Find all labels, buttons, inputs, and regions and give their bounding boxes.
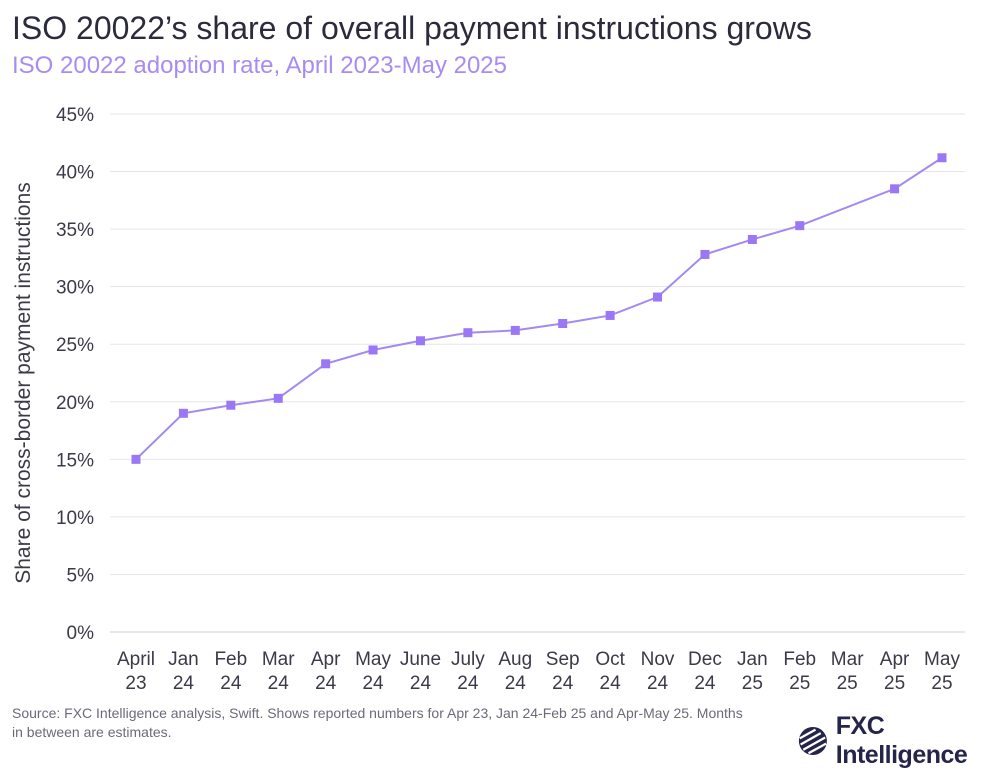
y-tick-label: 35% [56,220,94,241]
x-tick-label: Feb [783,649,816,670]
x-tick-label: Apr [880,649,910,670]
data-point [463,328,473,338]
x-tick-label: Dec [688,649,722,670]
y-tick-label: 25% [56,335,94,356]
x-tick-label: May [924,649,960,670]
data-point [510,325,520,335]
fxc-logo: FXC Intelligence [798,712,999,770]
y-tick-label: 0% [67,623,95,644]
x-tick-label: 25 [884,673,905,694]
data-point [368,345,378,355]
y-tick-label: 15% [56,450,94,471]
data-point [131,454,141,464]
x-tick-label: 24 [647,673,669,694]
x-tick-label: 25 [837,673,858,694]
data-point [415,336,425,346]
x-tick-label: May [355,649,391,670]
x-tick-label: April [117,649,155,670]
chart-figure: ISO 20022’s share of overall payment ins… [12,10,968,769]
series-line [135,156,943,461]
y-tick-label: 45% [56,105,94,126]
data-point [653,292,663,302]
data-point [890,184,900,194]
fxc-globe-logo-icon [798,726,827,756]
data-point [226,400,236,410]
x-tick-label: 24 [505,673,527,694]
data-point [937,153,947,163]
x-tick-label: Nov [641,649,675,670]
x-tick-label: 24 [173,673,195,694]
data-point [558,319,568,329]
data-point [795,221,805,231]
data-point [178,408,188,418]
x-tick-label: Jan [168,649,199,670]
data-point [700,249,710,259]
x-tick-label: 24 [600,673,622,694]
chart-subtitle: ISO 20022 adoption rate, April 2023-May … [12,52,507,79]
x-tick-label: Apr [311,649,341,670]
x-tick-label: 24 [410,673,432,694]
data-point [747,234,757,244]
x-tick-label: 24 [552,673,574,694]
x-tick-label: 23 [125,673,146,694]
x-tick-label: 24 [220,673,242,694]
y-tick-label: 30% [56,278,94,299]
x-tick-label: 25 [742,673,763,694]
x-tick-label: 24 [694,673,716,694]
data-point [321,359,331,369]
x-tick-label: July [451,649,485,670]
x-tick-label: 24 [362,673,384,694]
x-tick-label: Jan [737,649,768,670]
data-point [273,393,283,403]
y-tick-label: 10% [56,508,94,529]
x-tick-label: 25 [789,673,810,694]
x-tick-label: 24 [457,673,479,694]
data-point [605,310,615,320]
x-tick-label: 24 [268,673,290,694]
source-note: Source: FXC Intelligence analysis, Swift… [12,705,743,740]
y-tick-label: 40% [56,163,94,184]
x-tick-label: 24 [315,673,337,694]
line-chart: 0% 5% 10% 15% 20% 25% 30% 35% 40% 45% April 23 Jan 24… [12,105,965,694]
y-tick-label: 5% [67,565,95,586]
x-tick-label: Sep [546,649,580,670]
x-tick-label: June [400,649,441,670]
logo-text: FXC Intelligence [835,712,968,769]
x-tick-label: Aug [498,649,532,670]
x-tick-label: Feb [214,649,247,670]
y-axis-label: Share of cross-border payment instructio… [12,182,35,584]
chart-title: ISO 20022’s share of overall payment ins… [12,10,812,46]
x-tick-label: 25 [931,673,952,694]
x-tick-label: Mar [262,649,295,670]
x-tick-label: Mar [831,649,864,670]
y-tick-label: 20% [56,393,94,414]
x-tick-label: Oct [595,649,625,670]
